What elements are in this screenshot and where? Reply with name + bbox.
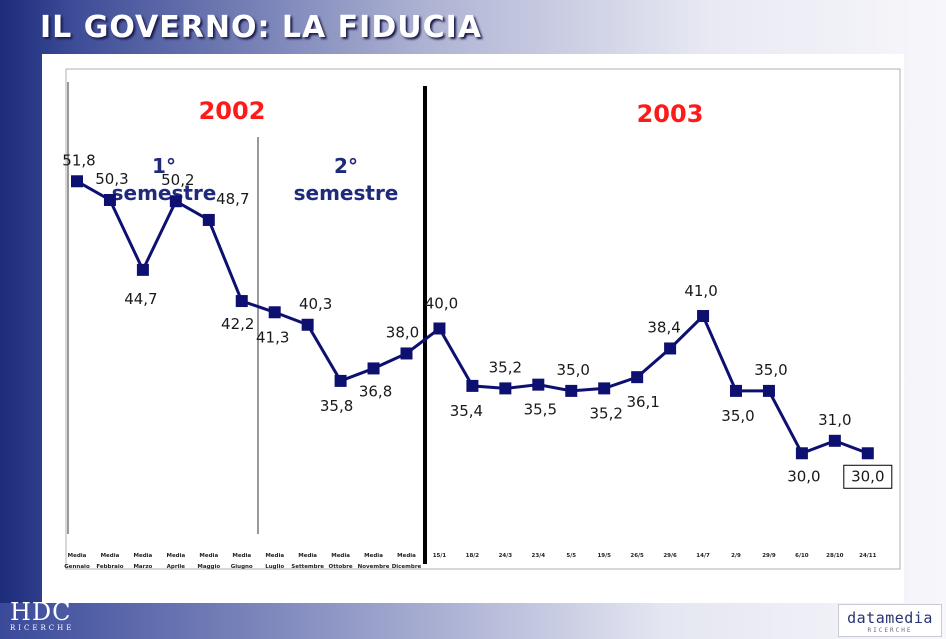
data-point-marker xyxy=(861,447,874,460)
value-label: 35,8 xyxy=(320,397,353,415)
x-tick-label: 14/7 xyxy=(696,553,710,559)
value-label: 35,0 xyxy=(557,361,590,379)
semester-2-number: 2° xyxy=(334,154,358,178)
data-point-marker xyxy=(466,379,479,392)
year-2003-label: 2003 xyxy=(637,100,704,128)
chart-panel: 2002 2003 1° semestre 2° semestre 51,8 50… xyxy=(42,54,904,603)
data-point-marker xyxy=(433,322,446,335)
value-label: 35,0 xyxy=(754,361,787,379)
x-tick-label: 24/11 xyxy=(859,553,876,559)
x-tick-label: 15/1 xyxy=(433,553,447,559)
value-label: 38,4 xyxy=(647,318,680,336)
value-label: 44,7 xyxy=(124,290,157,308)
plot-frame xyxy=(65,68,901,570)
hdc-logo-main: HDC xyxy=(10,598,72,626)
value-label: 30,0 xyxy=(851,467,884,485)
data-point-marker xyxy=(565,384,578,397)
data-point-marker xyxy=(664,342,677,355)
x-tick-label: Media Febbraio xyxy=(96,553,123,570)
value-label: 35,2 xyxy=(589,404,622,422)
x-tick-label: 2/9 xyxy=(731,553,741,559)
value-label: 48,7 xyxy=(216,190,249,208)
data-point-marker xyxy=(828,434,841,447)
data-point-marker xyxy=(730,384,742,397)
semester-1-number: 1° xyxy=(152,154,176,178)
x-tick-label: Media Dicembre xyxy=(392,553,422,570)
value-label: 36,1 xyxy=(626,393,659,411)
x-tick-label: Media Luglio xyxy=(265,553,284,570)
x-tick-label: Media Settembre xyxy=(291,553,324,570)
x-tick-label: 24/3 xyxy=(499,553,513,559)
hdc-logo-sub: RICERCHE xyxy=(10,624,75,632)
value-label: 35,0 xyxy=(721,407,754,425)
data-point-marker xyxy=(268,306,281,319)
value-label: 40,3 xyxy=(299,295,332,313)
footer-strip xyxy=(0,603,946,639)
data-point-marker xyxy=(136,263,149,276)
x-tick-label: 6/10 xyxy=(795,553,809,559)
value-label: 35,5 xyxy=(524,401,557,419)
semester-2-word: semestre xyxy=(294,181,399,205)
x-tick-label: 18/2 xyxy=(466,553,480,559)
value-label: 36,8 xyxy=(359,382,392,400)
value-label: 31,0 xyxy=(818,411,851,429)
x-tick-label: Media Ottobre xyxy=(329,553,353,570)
value-label: 50,3 xyxy=(95,170,128,188)
data-point-marker xyxy=(169,195,182,208)
value-label: 41,3 xyxy=(256,328,289,346)
x-tick-label: 29/9 xyxy=(762,553,776,559)
data-point-marker xyxy=(235,295,248,308)
slide-title: IL GOVERNO: LA FIDUCIA xyxy=(40,10,482,45)
value-label: 35,4 xyxy=(450,402,483,420)
value-label: 40,0 xyxy=(425,295,458,313)
hdc-logo: HDC RICERCHE xyxy=(10,600,74,632)
datamedia-logo-main: datamedia xyxy=(847,609,933,627)
value-label: 51,8 xyxy=(62,151,95,169)
series-layer xyxy=(71,175,874,460)
year-2002-label: 2002 xyxy=(199,97,266,125)
value-label: 35,2 xyxy=(489,358,522,376)
value-labels: 51,850,3 44,7 50,2 48,7 42,241,3 40,3 35,8 36,8… xyxy=(62,151,893,489)
datamedia-logo: datamedia RICERCHE xyxy=(838,604,942,637)
data-point-marker xyxy=(367,362,380,375)
data-point-marker xyxy=(532,378,545,391)
data-point-marker xyxy=(697,310,710,323)
x-tick-label: Media Maggio xyxy=(197,553,220,570)
value-label: 42,2 xyxy=(221,315,254,333)
data-point-marker xyxy=(631,371,644,384)
data-point-marker xyxy=(400,347,413,360)
semester-1-word: semestre xyxy=(112,181,217,205)
x-tick-label: Media Aprile xyxy=(166,553,185,570)
data-point-marker xyxy=(301,318,314,331)
data-point-marker xyxy=(598,382,611,395)
data-point-marker xyxy=(795,447,808,460)
value-label: 38,0 xyxy=(386,323,419,341)
data-point-marker xyxy=(103,193,116,206)
x-tick-label: Media Marzo xyxy=(133,553,152,570)
x-tick-labels: Media Gennaio Media Febbraio Media Marzo Media… xyxy=(64,553,876,570)
data-point-marker xyxy=(202,213,215,226)
x-tick-label: Media Giugno xyxy=(231,553,253,570)
x-tick-label: 29/6 xyxy=(663,553,677,559)
data-point-marker xyxy=(499,382,512,395)
data-point-marker xyxy=(334,374,347,387)
value-label: 41,0 xyxy=(684,282,717,300)
highlight-box xyxy=(843,464,893,489)
x-tick-label: 26/5 xyxy=(630,553,644,559)
data-point-marker xyxy=(71,175,83,188)
x-tick-label: 23/4 xyxy=(532,553,546,559)
x-tick-label: 19/5 xyxy=(597,553,611,559)
value-label: 30,0 xyxy=(787,467,820,485)
data-point-marker xyxy=(762,384,775,397)
x-tick-label: 28/10 xyxy=(826,553,843,559)
x-tick-label: Media Gennaio xyxy=(64,553,90,570)
confidence-line-chart: 2002 2003 1° semestre 2° semestre 51,850… xyxy=(62,68,901,570)
x-tick-label: Media Novembre xyxy=(358,553,390,570)
x-tick-label: 5/5 xyxy=(566,553,576,559)
datamedia-logo-sub: RICERCHE xyxy=(867,627,913,634)
value-label: 50,2 xyxy=(161,171,194,189)
